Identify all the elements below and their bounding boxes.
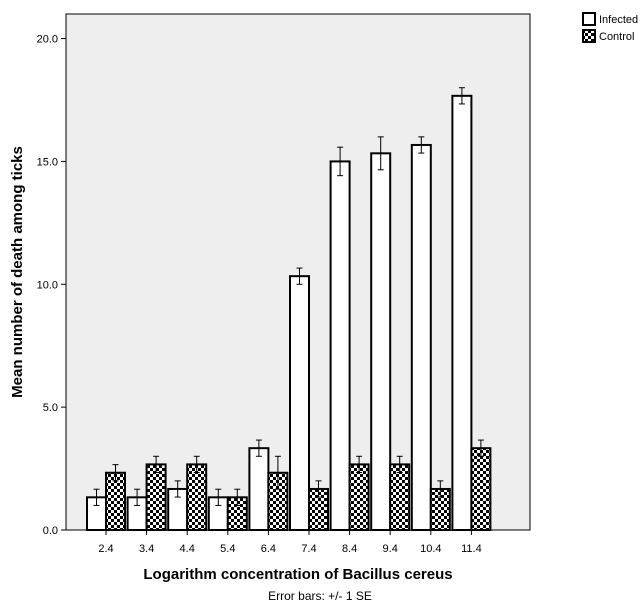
x-tick-label: 7.4 (301, 543, 316, 555)
error-bar-infected-2-4 (93, 488, 100, 506)
x-tick-label: 8.4 (342, 543, 357, 555)
error-bar-control-5-4 (234, 488, 241, 506)
error-bar-control-6-4 (274, 455, 281, 490)
x-tick-label: 11.4 (461, 543, 482, 555)
chart-marks (86, 87, 492, 532)
error-bar-infected-6-4 (255, 439, 262, 457)
error-bar-control-10-4 (437, 480, 444, 498)
y-tick-label: 10.0 (37, 279, 58, 291)
y-tick-label: 5.0 (43, 402, 58, 414)
x-tick-label: 4.4 (180, 543, 195, 555)
legend-swatch-infected (582, 12, 596, 26)
x-tick-label: 10.4 (420, 543, 441, 555)
bar-infected-10-4 (410, 143, 432, 531)
x-tick-label: 2.4 (98, 543, 113, 555)
x-tick-label: 9.4 (383, 543, 398, 555)
bar-control-9-4 (389, 463, 411, 531)
error-bar-control-9-4 (396, 455, 403, 474)
error-bar-infected-10-4 (418, 136, 425, 154)
error-bar-control-4-4 (193, 455, 200, 474)
error-bar-infected-11-4 (458, 87, 465, 105)
bar-control-11-4 (470, 447, 492, 532)
bar-control-4-4 (186, 463, 208, 531)
bar-infected-8-4 (329, 160, 351, 532)
error-bar-control-3-4 (153, 455, 160, 474)
error-bar-infected-4-4 (174, 480, 181, 498)
error-bar-infected-3-4 (134, 488, 141, 506)
x-tick-label: 6.4 (261, 543, 276, 555)
legend-label-infected: Infected (599, 14, 638, 26)
axes: 2.4 3.4 4.4 5.4 6.4 7.4 8.4 9.4 10.4 11.4 0.0 5.0 10… (37, 34, 482, 555)
bar-infected-7-4 (289, 275, 310, 532)
x-tick-label: 3.4 (139, 543, 154, 555)
error-bar-infected-7-4 (296, 267, 303, 285)
error-bar-control-11-4 (477, 439, 484, 457)
bar-control-3-4 (145, 463, 167, 531)
bar-infected-11-4 (451, 94, 473, 532)
y-tick-label: 20.0 (37, 34, 58, 46)
error-bars-note: Error bars: +/- 1 SE (268, 589, 372, 603)
x-axis-title: Logarithm concentration of Bacillus cere… (143, 566, 452, 583)
error-bar-control-2-4 (112, 464, 119, 482)
y-tick-label: 0.0 (43, 525, 58, 537)
y-tick-label: 15.0 (37, 156, 58, 168)
legend: Infected Control (582, 12, 638, 43)
bar-control-8-4 (348, 463, 370, 531)
error-bar-infected-5-4 (215, 488, 222, 506)
error-bar-control-8-4 (356, 455, 363, 474)
legend-swatch-control (582, 29, 596, 43)
x-tick-label: 5.4 (220, 543, 235, 555)
y-axis-title: Mean number of death among ticks (9, 146, 26, 398)
error-bar-infected-9-4 (377, 136, 384, 171)
error-bar-control-7-4 (315, 480, 322, 498)
bar-infected-6-4 (248, 447, 270, 532)
legend-label-control: Control (599, 31, 634, 43)
bar-infected-9-4 (370, 152, 392, 531)
error-bar-infected-8-4 (337, 146, 344, 177)
